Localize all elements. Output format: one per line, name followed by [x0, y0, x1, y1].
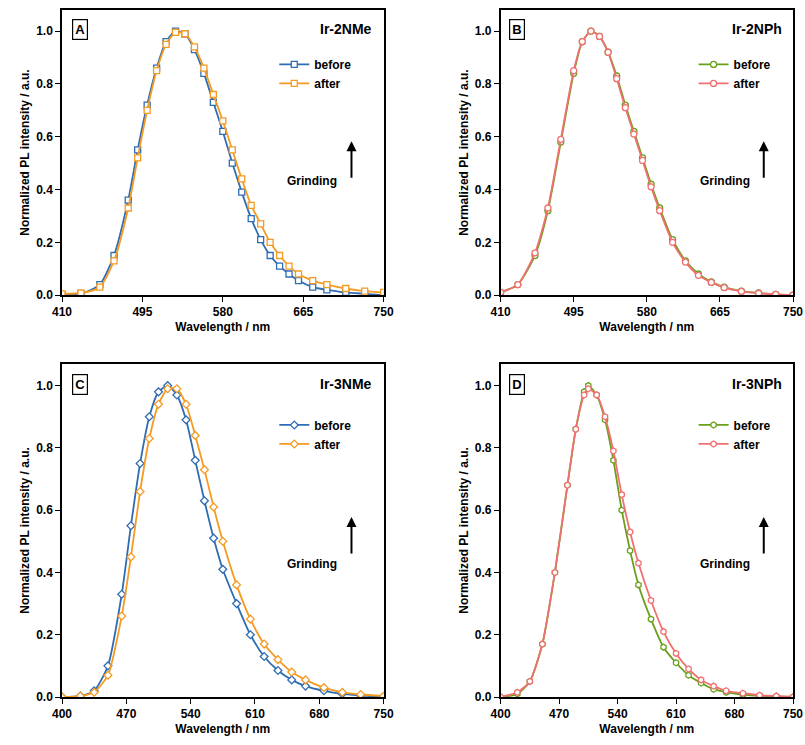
svg-text:Ir-3NPh: Ir-3NPh — [732, 376, 782, 392]
svg-text:665: 665 — [293, 305, 313, 319]
svg-text:665: 665 — [710, 305, 730, 319]
svg-text:1.0: 1.0 — [36, 379, 53, 393]
svg-text:Wavelength / nm: Wavelength / nm — [599, 722, 694, 736]
svg-text:0.8: 0.8 — [475, 77, 492, 91]
svg-text:0.6: 0.6 — [475, 503, 492, 517]
svg-text:Grinding: Grinding — [287, 557, 337, 571]
svg-text:750: 750 — [783, 707, 803, 721]
svg-text:0.2: 0.2 — [475, 236, 492, 250]
svg-text:495: 495 — [564, 305, 584, 319]
svg-text:0.0: 0.0 — [475, 690, 492, 704]
svg-text:750: 750 — [783, 305, 803, 319]
svg-text:610: 610 — [245, 707, 265, 721]
svg-text:Grinding: Grinding — [700, 174, 750, 188]
svg-text:0.4: 0.4 — [475, 183, 492, 197]
svg-text:0.4: 0.4 — [36, 566, 53, 580]
svg-text:0.8: 0.8 — [36, 77, 53, 91]
svg-text:680: 680 — [725, 707, 745, 721]
svg-text:after: after — [734, 77, 760, 91]
svg-text:0.0: 0.0 — [475, 288, 492, 302]
svg-text:400: 400 — [491, 707, 511, 721]
svg-text:495: 495 — [132, 305, 152, 319]
svg-text:0.8: 0.8 — [36, 441, 53, 455]
svg-text:Grinding: Grinding — [287, 174, 337, 188]
svg-text:470: 470 — [116, 707, 136, 721]
svg-text:580: 580 — [637, 305, 657, 319]
svg-text:B: B — [512, 22, 521, 37]
svg-text:580: 580 — [213, 305, 233, 319]
svg-text:0.2: 0.2 — [475, 628, 492, 642]
svg-text:A: A — [75, 22, 85, 37]
svg-text:0.0: 0.0 — [36, 690, 53, 704]
svg-text:Normalized PL intensity / a.u.: Normalized PL intensity / a.u. — [457, 447, 471, 613]
svg-text:C: C — [75, 377, 85, 392]
svg-text:Ir-2NPh: Ir-2NPh — [732, 21, 782, 37]
svg-text:Wavelength / nm: Wavelength / nm — [599, 320, 694, 334]
svg-text:Normalized PL intensity / a.u.: Normalized PL intensity / a.u. — [18, 447, 32, 613]
svg-text:0.6: 0.6 — [36, 503, 53, 517]
svg-text:before: before — [314, 419, 351, 433]
svg-text:540: 540 — [181, 707, 201, 721]
svg-text:400: 400 — [52, 707, 72, 721]
svg-text:1.0: 1.0 — [475, 24, 492, 38]
svg-text:Normalized PL intensity / a.u.: Normalized PL intensity / a.u. — [18, 69, 32, 235]
svg-text:0.6: 0.6 — [36, 130, 53, 144]
svg-text:Ir-3NMe: Ir-3NMe — [320, 376, 372, 392]
svg-text:after: after — [314, 77, 340, 91]
svg-text:680: 680 — [309, 707, 329, 721]
svg-text:0.4: 0.4 — [36, 183, 53, 197]
svg-text:1.0: 1.0 — [475, 379, 492, 393]
svg-text:Ir-2NMe: Ir-2NMe — [320, 21, 372, 37]
svg-text:1.0: 1.0 — [36, 24, 53, 38]
svg-text:410: 410 — [52, 305, 72, 319]
svg-text:before: before — [314, 58, 351, 72]
svg-text:before: before — [734, 58, 771, 72]
svg-text:D: D — [512, 377, 521, 392]
svg-text:after: after — [314, 438, 340, 452]
svg-text:0.2: 0.2 — [36, 628, 53, 642]
svg-text:470: 470 — [549, 707, 569, 721]
svg-text:540: 540 — [608, 707, 628, 721]
svg-text:0.2: 0.2 — [36, 236, 53, 250]
svg-text:0.8: 0.8 — [475, 441, 492, 455]
svg-text:Wavelength / nm: Wavelength / nm — [175, 722, 270, 736]
svg-text:0.4: 0.4 — [475, 566, 492, 580]
svg-text:750: 750 — [374, 707, 394, 721]
svg-text:after: after — [734, 438, 760, 452]
svg-text:Grinding: Grinding — [700, 557, 750, 571]
svg-text:410: 410 — [491, 305, 511, 319]
svg-text:0.6: 0.6 — [475, 130, 492, 144]
svg-text:Wavelength / nm: Wavelength / nm — [175, 320, 270, 334]
svg-text:before: before — [734, 419, 771, 433]
svg-text:Normalized PL intensity / a.u.: Normalized PL intensity / a.u. — [457, 69, 471, 235]
svg-text:750: 750 — [374, 305, 394, 319]
svg-text:0.0: 0.0 — [36, 288, 53, 302]
svg-text:610: 610 — [666, 707, 686, 721]
